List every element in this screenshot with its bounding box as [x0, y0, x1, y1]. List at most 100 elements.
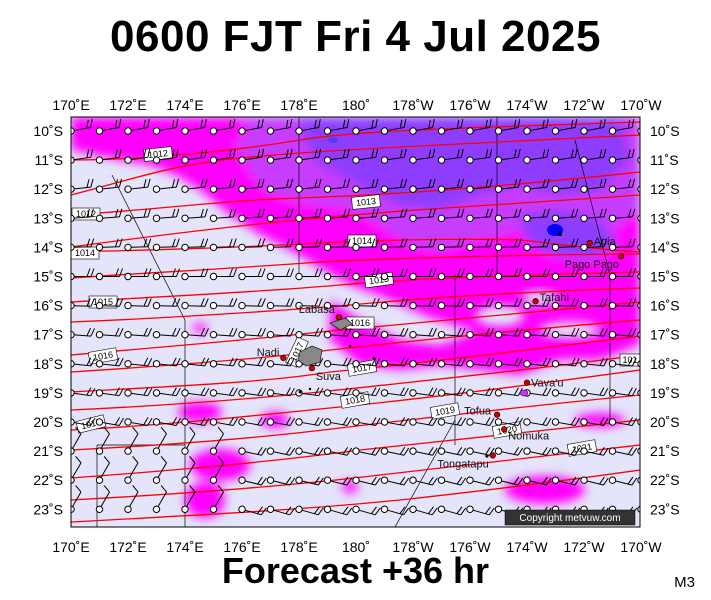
wind-barb — [152, 268, 180, 281]
wind-barb — [409, 298, 437, 310]
wind-barb — [466, 148, 493, 164]
wind-barb — [209, 268, 237, 281]
wind-barb — [181, 238, 209, 252]
wind-barb — [580, 119, 606, 135]
wind-barb — [409, 148, 436, 164]
wind-barb — [608, 178, 636, 193]
wind-barb — [181, 208, 208, 223]
wind-barb — [152, 298, 181, 310]
wind-barb — [124, 178, 151, 193]
wind-barb — [637, 447, 640, 455]
wind-barb — [494, 148, 521, 164]
wind-barb — [409, 417, 438, 426]
wind-barb — [637, 156, 640, 164]
lon-label-top: 172˚W — [563, 97, 605, 113]
lat-label-right: 10˚S — [650, 123, 680, 139]
forecast-subtitle: Forecast +36 hr — [221, 550, 490, 591]
wind-barb — [238, 387, 267, 397]
page-title: 0600 FJT Fri 4 Jul 2025 — [110, 12, 601, 61]
wind-barb — [580, 476, 609, 486]
wind-barb — [95, 238, 123, 252]
wind-barb — [352, 238, 380, 252]
model-label: M3 — [674, 574, 695, 591]
wind-barb — [124, 485, 139, 513]
wind-barb — [238, 505, 267, 516]
wind-barb — [352, 208, 379, 223]
wind-barb — [409, 178, 436, 193]
wind-barb — [466, 208, 493, 223]
wind-barb — [551, 298, 580, 310]
wind-barb — [409, 327, 437, 339]
lon-label-bottom: 170˚E — [52, 539, 89, 555]
lat-label-right: 17˚S — [650, 327, 680, 343]
isobar-label: 1012 — [143, 146, 173, 162]
wind-barb — [71, 268, 95, 281]
isobar-1021a — [71, 444, 640, 501]
wind-barb — [437, 298, 466, 310]
lon-label-bottom: 180˚ — [342, 539, 370, 555]
lat-label-left: 12˚S — [33, 181, 63, 197]
wind-barb — [608, 268, 636, 281]
isobar-label: 1019 — [429, 402, 461, 420]
wind-barb — [466, 238, 494, 252]
wind-barb — [409, 208, 436, 223]
fiji-islands — [297, 232, 562, 458]
wind-barb — [266, 298, 295, 310]
place-dot — [280, 354, 287, 362]
wind-barb — [437, 357, 466, 368]
wind-barb — [466, 298, 494, 310]
wind-barb — [637, 418, 640, 426]
wind-barb — [608, 238, 636, 252]
wind-barb — [466, 505, 495, 516]
wind-barb — [580, 298, 608, 310]
wind-barb — [152, 426, 167, 455]
lat-label-left: 21˚S — [33, 443, 63, 459]
grid-lines — [96, 117, 611, 527]
isobar-1013b — [71, 194, 640, 248]
wind-barb — [124, 417, 153, 426]
wind-barb — [209, 327, 238, 339]
wind-barb — [295, 178, 322, 193]
wind-barb — [266, 327, 295, 339]
wind-barb — [323, 476, 353, 486]
wind-barb — [437, 119, 464, 135]
wind-barb — [295, 417, 324, 426]
place-dot — [493, 411, 501, 418]
wind-barb — [494, 268, 522, 281]
wind-barb — [523, 357, 552, 368]
place-marker: Pago Pago — [565, 253, 625, 271]
wind-barb — [380, 505, 410, 516]
wind-barb — [551, 119, 578, 135]
lon-label-top: 170˚W — [620, 97, 662, 113]
wind-barb — [380, 387, 409, 397]
wind-barb — [580, 417, 609, 426]
wind-barb — [295, 505, 324, 516]
wind-barb — [409, 505, 438, 516]
wind-barb — [437, 268, 465, 281]
isobar-1015a — [71, 271, 640, 303]
lat-label-left: 22˚S — [33, 472, 63, 488]
wind-barb — [352, 505, 381, 516]
wind-barb — [323, 208, 351, 223]
wind-barb — [266, 476, 296, 486]
place-dot — [489, 452, 496, 459]
wind-barb — [551, 178, 579, 193]
wind-barb — [523, 178, 550, 193]
wind-barb — [124, 387, 153, 397]
wind-barb — [580, 238, 608, 252]
wind-barb — [466, 119, 492, 135]
wind-barb — [494, 119, 521, 135]
wind-barb — [152, 208, 180, 223]
wind-barb — [323, 505, 353, 516]
svg-text:1014: 1014 — [352, 236, 372, 246]
wind-barb — [95, 426, 110, 455]
wind-barb — [380, 298, 409, 310]
wind-barb — [295, 298, 323, 310]
wind-barb — [637, 127, 640, 135]
wind-barb — [209, 455, 224, 484]
wind-barb — [124, 148, 151, 164]
wind-barb — [95, 485, 110, 513]
isobar-label: 1016 — [87, 347, 119, 365]
place-label: Labasa — [299, 304, 336, 316]
wind-barb — [124, 327, 152, 339]
